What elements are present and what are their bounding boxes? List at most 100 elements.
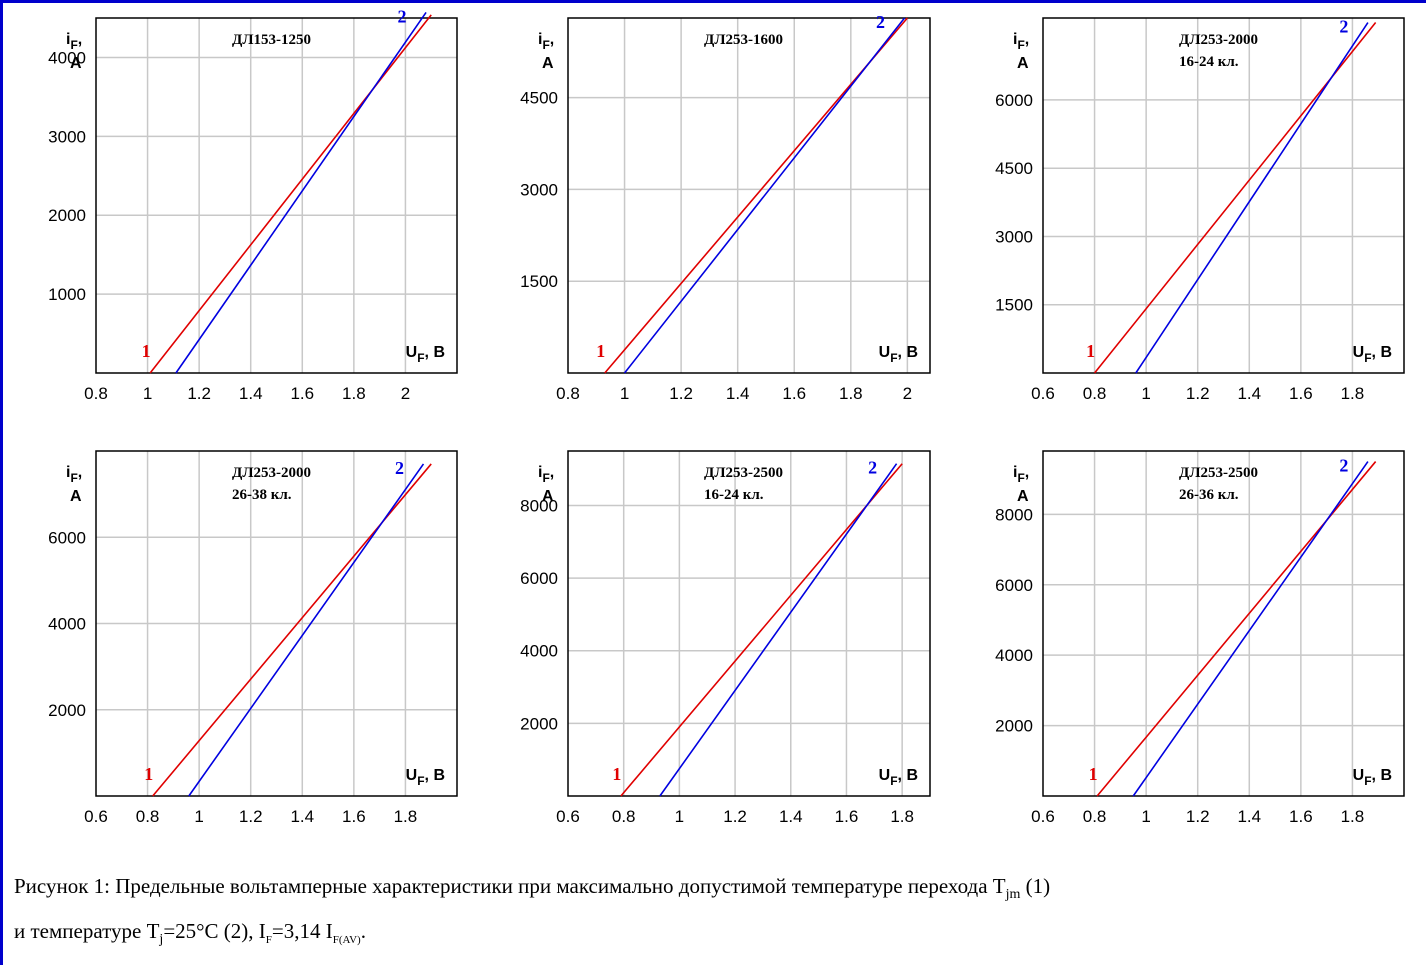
x-axis-label: UF, В xyxy=(1353,344,1392,365)
x-tick-label: 2 xyxy=(903,384,912,403)
x-tick-label: 1.8 xyxy=(394,807,418,826)
y-tick-label: 4000 xyxy=(48,48,86,67)
x-tick-label: 1.4 xyxy=(779,807,803,826)
y-tick-label: 4500 xyxy=(995,159,1033,178)
x-tick-label: 1.2 xyxy=(723,807,747,826)
x-tick-label: 1.8 xyxy=(342,384,366,403)
x-tick-label: 1.2 xyxy=(669,384,693,403)
x-tick-label: 0.8 xyxy=(136,807,160,826)
series-label-2: 2 xyxy=(395,458,404,478)
caption-line2-a: и температуре T xyxy=(14,919,160,944)
x-tick-label: 1 xyxy=(143,384,152,403)
series-label-2: 2 xyxy=(1339,456,1348,476)
series-label-2: 2 xyxy=(876,12,885,32)
x-axis-label: UF, В xyxy=(406,344,445,365)
y-tick-label: 1500 xyxy=(520,272,558,291)
y-axis-unit: А xyxy=(70,55,82,72)
series-label-2: 2 xyxy=(1339,17,1348,37)
x-tick-label: 1.4 xyxy=(239,384,263,403)
chart-4: 0.6 0.8 1 1.2 1.4 1.6 1.8 2000 4000 6000 iF, А UF, В… xyxy=(48,450,458,826)
chart-title: ДЛ253-2000 xyxy=(1179,32,1258,48)
x-tick-label: 0.8 xyxy=(84,384,108,403)
x-tick-label: 0.8 xyxy=(556,384,580,403)
series-line-1 xyxy=(620,463,903,797)
plot-frame xyxy=(567,17,931,374)
chart-title: ДЛ253-2500 xyxy=(704,465,783,481)
series-line-2 xyxy=(188,463,425,797)
series-label-1: 1 xyxy=(596,341,605,361)
y-axis-label: iF, xyxy=(66,464,82,485)
caption-line1-text: Рисунок 1: Предельные вольтамперные хара… xyxy=(14,874,1006,898)
series-label-1: 1 xyxy=(1086,341,1095,361)
plot-frame xyxy=(567,450,931,797)
chart-2: 0.8 1 1.2 1.4 1.6 1.8 2 1500 3000 4500 iF, А UF, В ДЛ… xyxy=(520,12,931,403)
x-axis-label: UF, В xyxy=(879,767,918,788)
y-tick-label: 4000 xyxy=(48,615,86,634)
caption-line2-c: =3,14 I xyxy=(271,919,333,944)
x-tick-label: 1 xyxy=(675,807,684,826)
x-tick-label: 1.6 xyxy=(342,807,366,826)
series-line-2 xyxy=(659,463,898,797)
plot-frame xyxy=(95,450,458,797)
y-axis-label: iF, xyxy=(66,31,82,52)
y-tick-label: 1000 xyxy=(48,285,86,304)
chart-title: 16-24 кл. xyxy=(704,487,764,503)
y-tick-label: 8000 xyxy=(520,496,558,515)
y-tick-label: 3000 xyxy=(520,180,558,199)
x-tick-label: 1.8 xyxy=(1341,807,1365,826)
x-tick-label: 0.8 xyxy=(1083,384,1107,403)
x-tick-label: 1.4 xyxy=(1237,807,1261,826)
caption-line2-b: =25°C (2), I xyxy=(163,919,266,944)
caption-line-1: Рисунок 1: Предельные вольтамперные хара… xyxy=(14,868,1414,913)
series-label-1: 1 xyxy=(144,764,153,784)
y-tick-label: 4000 xyxy=(995,646,1033,665)
y-axis-unit: А xyxy=(542,55,554,72)
chart-3: 0.6 0.8 1 1.2 1.4 1.6 1.8 1500 3000 4500 6000 iF, А U… xyxy=(995,17,1405,403)
series-label-2: 2 xyxy=(868,458,877,478)
chart-title: ДЛ253-2000 xyxy=(232,465,311,481)
y-tick-label: 3000 xyxy=(995,227,1033,246)
y-tick-label: 2000 xyxy=(520,714,558,733)
chart-title: ДЛ153-1250 xyxy=(232,32,311,48)
y-tick-label: 4000 xyxy=(520,642,558,661)
y-tick-label: 2000 xyxy=(48,701,86,720)
caption-sub-f: F xyxy=(265,934,272,947)
chart-title: 26-38 кл. xyxy=(232,487,292,503)
caption-line-2: и температуре Tj=25°C (2), IF=3,14 IF(AV… xyxy=(14,913,1414,958)
y-tick-label: 2000 xyxy=(995,717,1033,736)
y-axis-unit: А xyxy=(542,488,554,505)
y-axis-label: iF, xyxy=(1013,464,1029,485)
x-tick-label: 1.6 xyxy=(1289,384,1313,403)
y-axis-unit: А xyxy=(70,488,82,505)
series-line-1 xyxy=(149,14,432,374)
chart-title: ДЛ253-2500 xyxy=(1179,465,1258,481)
caption-sub-j: j xyxy=(159,932,164,948)
caption-line1-end: (1) xyxy=(1020,874,1051,898)
x-tick-label: 1.8 xyxy=(1341,384,1365,403)
plot-frame xyxy=(1042,450,1405,797)
x-tick-label: 2 xyxy=(401,384,410,403)
x-tick-label: 0.8 xyxy=(612,807,636,826)
x-tick-label: 1.6 xyxy=(1289,807,1313,826)
x-tick-label: 1 xyxy=(620,384,629,403)
x-tick-label: 0.8 xyxy=(1083,807,1107,826)
chart-title: 26-36 кл. xyxy=(1179,487,1239,503)
x-tick-label: 1.4 xyxy=(1237,384,1261,403)
y-tick-label: 6000 xyxy=(520,569,558,588)
figure-caption: Рисунок 1: Предельные вольтамперные хара… xyxy=(14,868,1414,958)
chart-5: 0.6 0.8 1 1.2 1.4 1.6 1.8 2000 4000 6000 8000 iF, А U… xyxy=(520,450,931,826)
caption-line2-d: . xyxy=(360,919,366,944)
series-label-1: 1 xyxy=(1089,764,1098,784)
chart-6: 0.6 0.8 1 1.2 1.4 1.6 1.8 2000 4000 6000 8000 iF, А U… xyxy=(995,450,1405,826)
series-label-1: 1 xyxy=(142,341,151,361)
x-axis-label: UF, В xyxy=(406,767,445,788)
x-tick-label: 1 xyxy=(194,807,203,826)
y-tick-label: 8000 xyxy=(995,505,1033,524)
x-tick-label: 1.8 xyxy=(839,384,863,403)
chart-title: ДЛ253-1600 xyxy=(704,32,783,48)
series-line-2 xyxy=(1132,461,1369,797)
x-tick-label: 0.6 xyxy=(1031,384,1055,403)
